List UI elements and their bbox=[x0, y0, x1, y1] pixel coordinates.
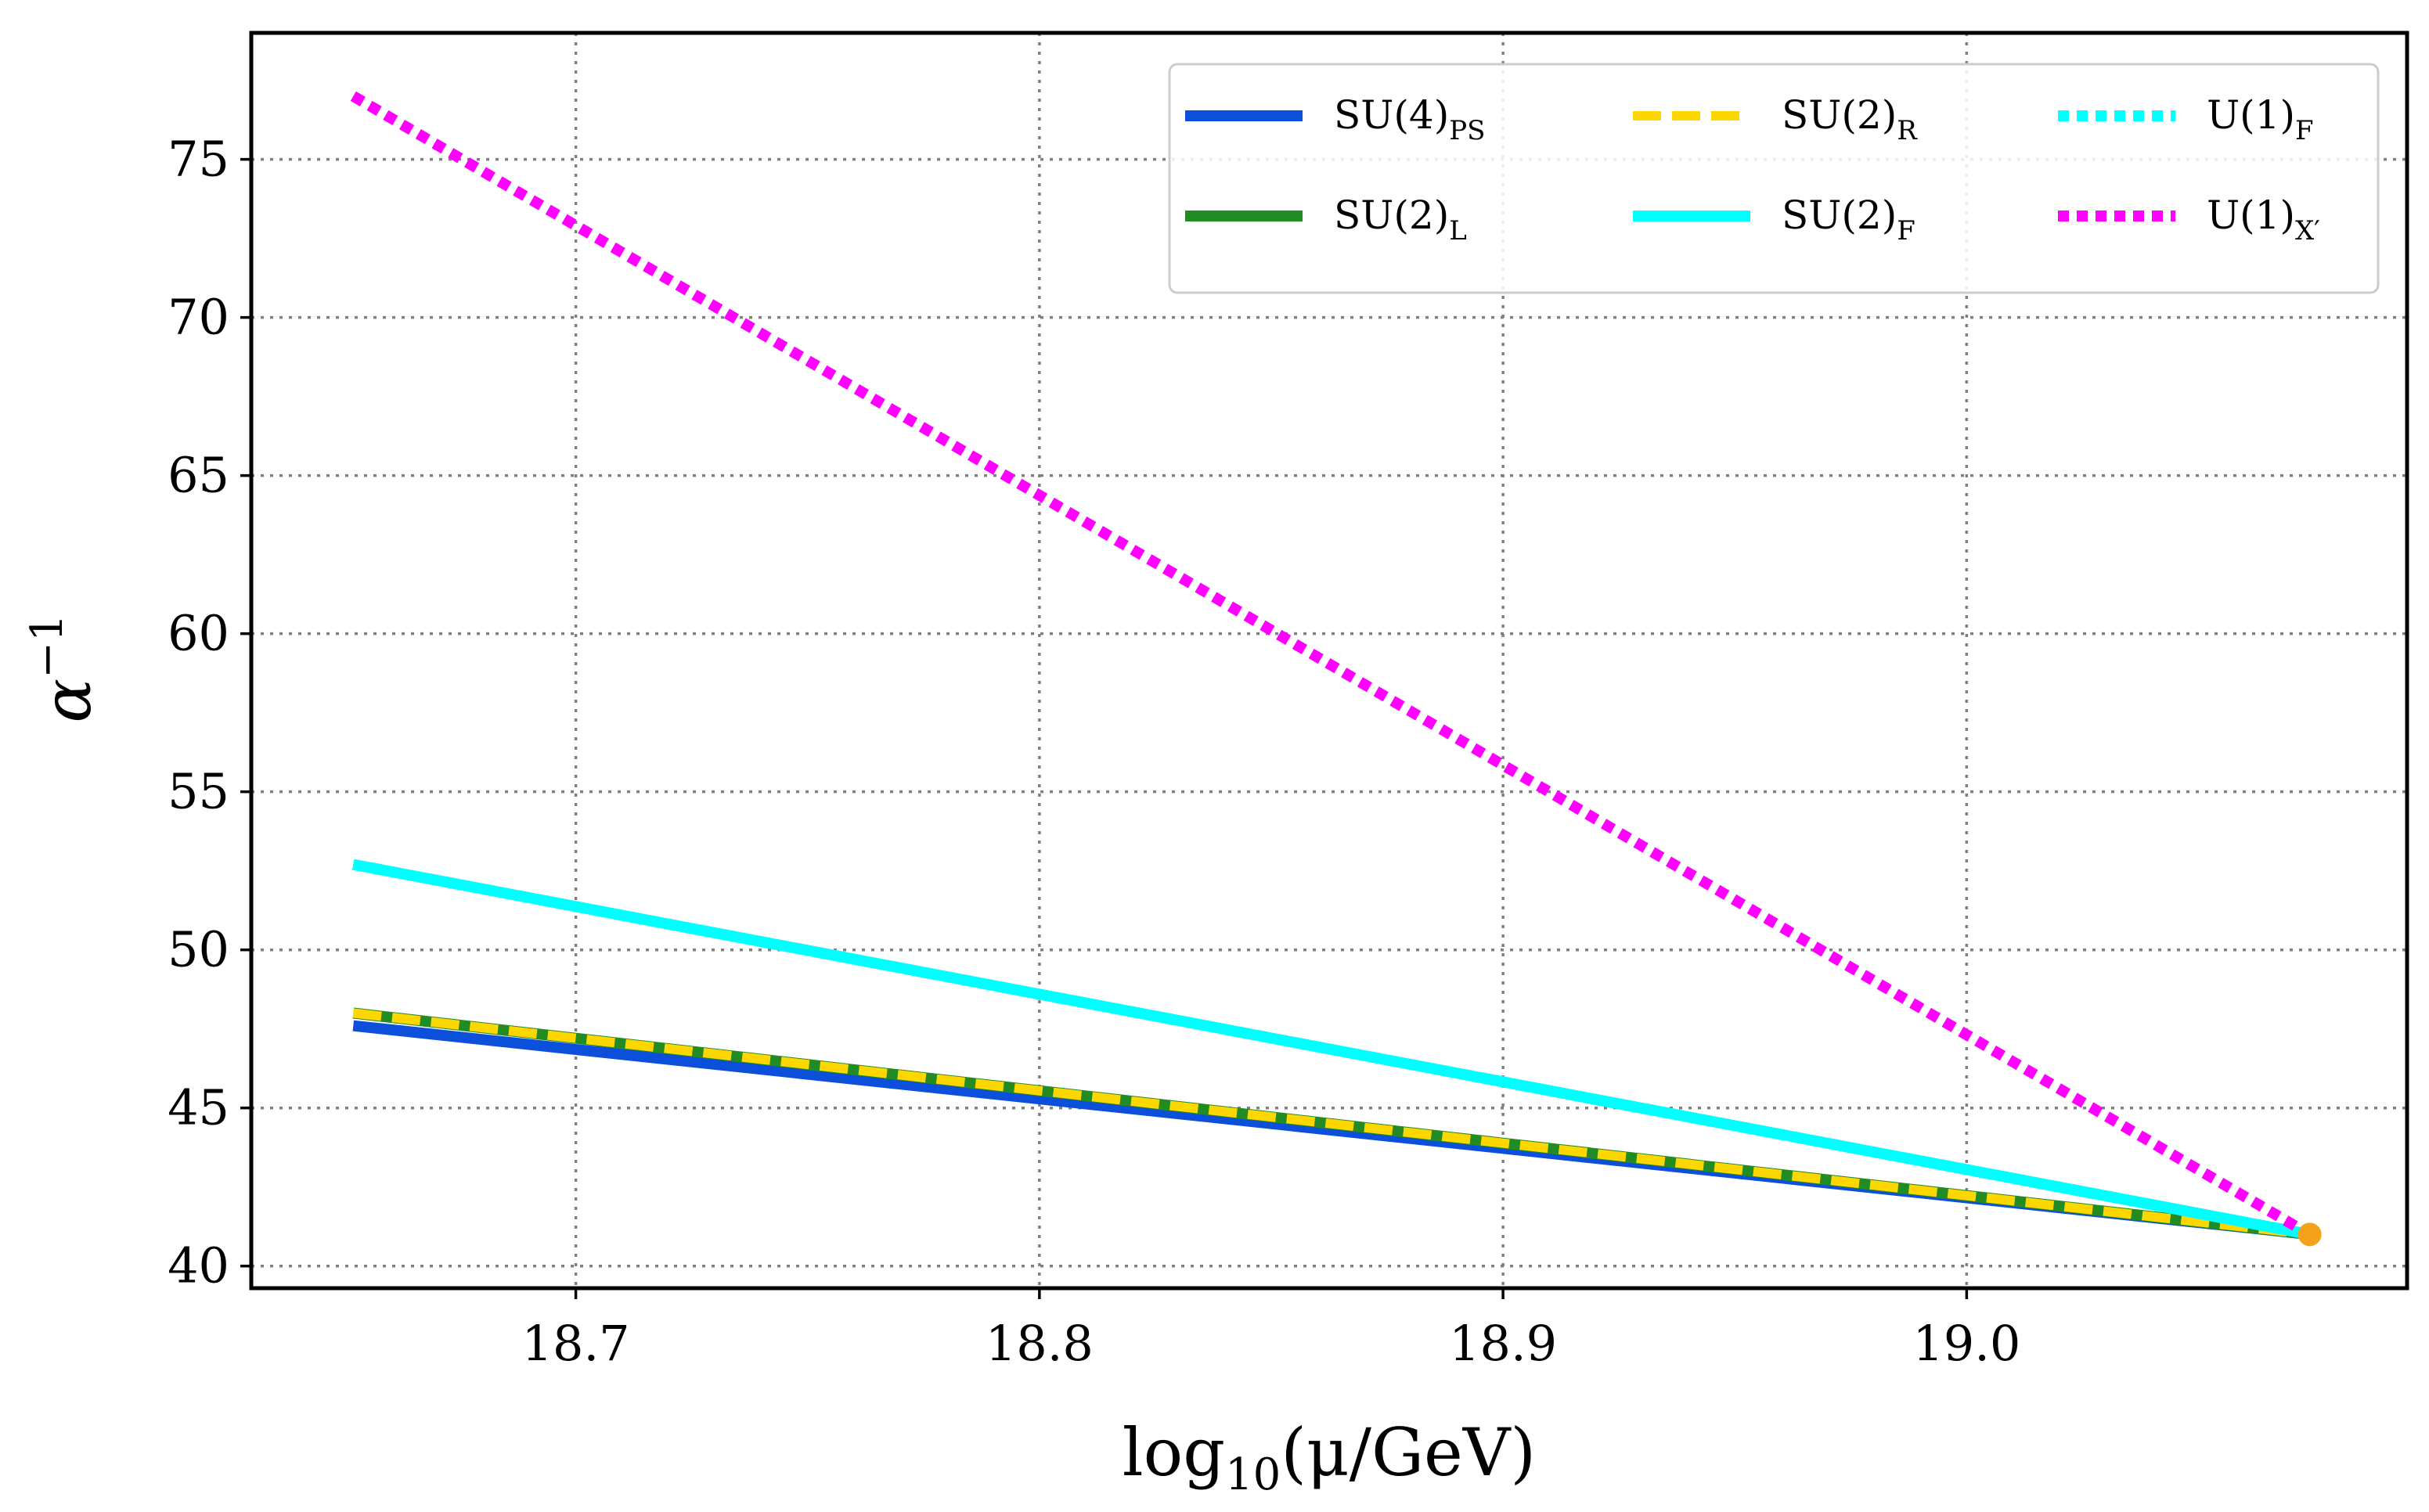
y-axis-ticks: 40 45 50 55 60 65 70 75 bbox=[168, 131, 251, 1294]
legend-label-su-2-f: SU(2)F bbox=[1782, 193, 1915, 247]
y-tick-label: 65 bbox=[168, 447, 229, 504]
legend-label-subscript: R bbox=[1897, 115, 1918, 146]
y-tick-label: 60 bbox=[168, 605, 229, 662]
x-tick-label: 18.9 bbox=[1449, 1315, 1557, 1372]
x-tick-label: 18.8 bbox=[986, 1315, 1094, 1372]
x-axis-title-base: log bbox=[1123, 1414, 1225, 1491]
legend-label-subscript: F bbox=[1897, 215, 1915, 247]
legend-label-su-4-ps: SU(4)PS bbox=[1334, 92, 1485, 146]
y-tick-label: 55 bbox=[168, 763, 229, 820]
legend-label-main: SU(2) bbox=[1334, 193, 1449, 238]
legend-label-main: U(1) bbox=[2207, 193, 2295, 238]
legend-label-subscript: F bbox=[2295, 115, 2314, 146]
y-axis-title-base: α bbox=[29, 679, 106, 723]
y-axis-title-superscript: −1 bbox=[22, 614, 73, 679]
y-tick-label: 45 bbox=[168, 1079, 229, 1136]
series-line-su-2-r bbox=[352, 1008, 2311, 1240]
x-tick-label: 18.7 bbox=[522, 1315, 630, 1372]
legend-label-su-2-r: SU(2)R bbox=[1782, 92, 1918, 146]
series-line-u-1-x bbox=[350, 91, 2313, 1240]
y-tick-label: 70 bbox=[168, 289, 229, 346]
x-axis-title-subscript: 10 bbox=[1225, 1449, 1281, 1500]
series-layer bbox=[350, 91, 2313, 1240]
x-tick-label: 19.0 bbox=[1912, 1315, 2020, 1372]
x-axis-title-rest: (μ/GeV) bbox=[1281, 1414, 1536, 1491]
legend-label-main: SU(2) bbox=[1782, 92, 1897, 138]
legend-label-su-2-l: SU(2)L bbox=[1334, 193, 1467, 247]
x-axis-ticks: 18.7 18.8 18.9 19.0 bbox=[522, 1288, 2020, 1372]
y-axis-title: α−1 bbox=[22, 614, 106, 722]
legend-label-main: U(1) bbox=[2207, 92, 2295, 138]
y-tick-label: 40 bbox=[168, 1237, 229, 1294]
legend-label-main: SU(2) bbox=[1782, 193, 1897, 238]
marker-layer bbox=[2297, 1222, 2322, 1247]
legend-box bbox=[1168, 63, 2380, 294]
legend-label-subscript: PS bbox=[1449, 115, 1485, 146]
plot-frame bbox=[249, 31, 2409, 1291]
legend-label-subscript: L bbox=[1449, 215, 1467, 247]
y-tick-label: 75 bbox=[168, 131, 229, 188]
legend-label-u-1-f: U(1)F bbox=[2207, 92, 2314, 146]
legend-label-subscript: X′ bbox=[2295, 215, 2320, 247]
y-tick-label: 50 bbox=[168, 921, 229, 978]
legend-label-main: SU(4) bbox=[1334, 92, 1449, 138]
series-line-u-1-f bbox=[351, 859, 2311, 1240]
legend-label-u-1-x: U(1)X′ bbox=[2207, 193, 2320, 247]
unification-point-marker bbox=[2297, 1222, 2322, 1247]
x-axis-title: log10(μ/GeV) bbox=[1123, 1414, 1536, 1500]
